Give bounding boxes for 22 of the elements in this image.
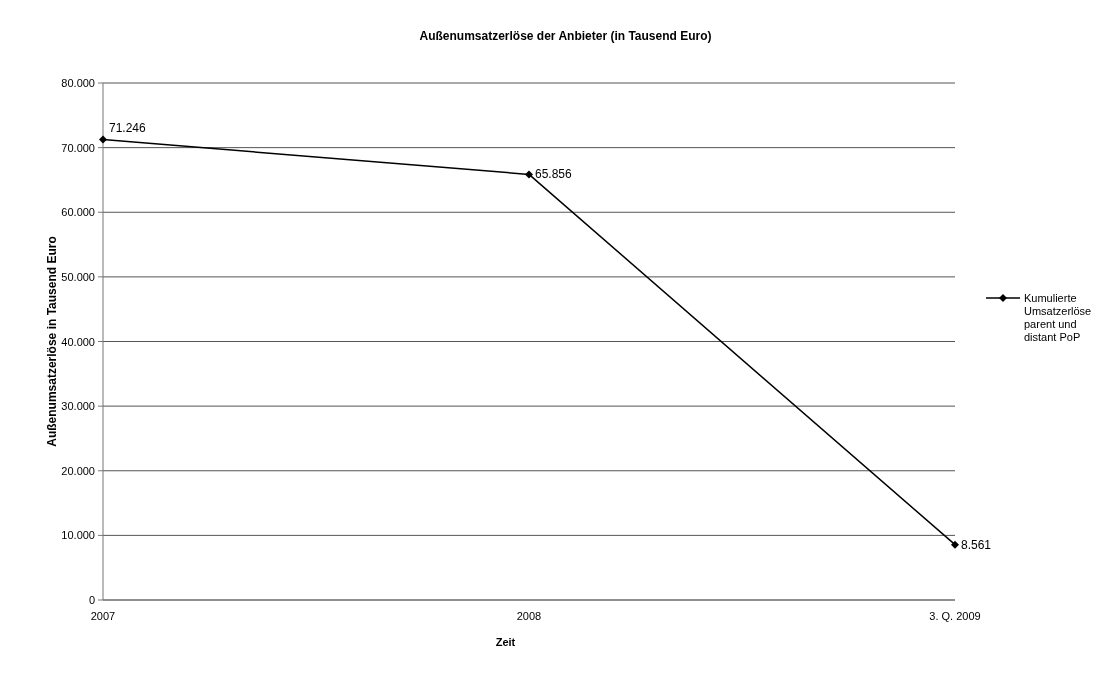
y-axis-title: Außenumsatzerlöse in Tausend Euro: [45, 236, 59, 447]
data-label: 65.856: [535, 167, 573, 182]
point: [99, 135, 107, 144]
y-tick-label: 20.000: [61, 464, 95, 477]
x-axis-title: Zeit: [495, 636, 516, 648]
chart-title: Außenumsatzerlöse der Anbieter (in Tausend Euro): [419, 29, 712, 43]
x-tick-label: 2008: [516, 610, 542, 622]
y-tick-label: 30.000: [61, 400, 95, 413]
y-tick-label: 50.000: [61, 270, 95, 283]
point: [951, 540, 959, 549]
data-label: 8.561: [961, 537, 992, 552]
y-tick-label: 80.000: [61, 77, 95, 89]
x-tick-label: 3. Q. 2009: [929, 610, 981, 622]
y-tick-label: 40.000: [61, 335, 95, 348]
y-tick-label: 10.000: [61, 529, 95, 542]
x-tick-label: 2007: [90, 610, 116, 622]
legend-label: Kumulierte Umsatzerlöse parent und distant PoP: [1024, 292, 1092, 343]
y-tick-label: 0: [88, 594, 95, 606]
y-tick-label: 70.000: [61, 141, 95, 154]
point: [525, 170, 533, 179]
y-tick-label: 60.000: [61, 206, 95, 219]
data-label: 71.246: [109, 120, 147, 135]
